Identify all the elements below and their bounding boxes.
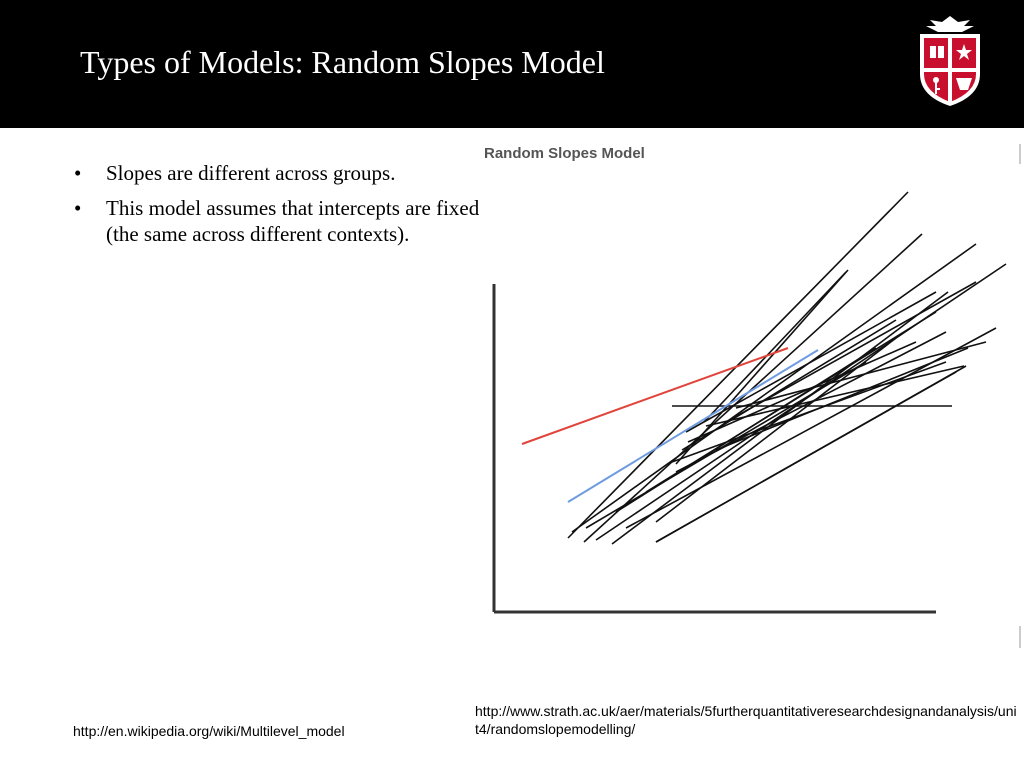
bullet-text: Slopes are different across groups. xyxy=(106,161,396,185)
highlight-line-blue xyxy=(567,349,819,503)
bullet-item: • Slopes are different across groups. xyxy=(72,160,482,186)
bullet-text: This model assumes that intercepts are f… xyxy=(106,196,480,246)
source-link-strath[interactable]: http://www.strath.ac.uk/aer/materials/5f… xyxy=(475,703,1017,737)
figure-title: Random Slopes Model xyxy=(484,145,645,162)
group-lines xyxy=(567,191,1007,545)
bullet-list: • Slopes are different across groups. • … xyxy=(72,160,482,256)
slide-title: Types of Models: Random Slopes Model xyxy=(80,44,605,80)
source-link-wikipedia[interactable]: http://en.wikipedia.org/wiki/Multilevel_… xyxy=(73,723,345,739)
university-shield-logo xyxy=(920,16,980,106)
slide-header: Types of Models: Random Slopes Model xyxy=(0,0,1024,128)
bullet-marker: • xyxy=(74,196,82,220)
bullet-item: • This model assumes that intercepts are… xyxy=(72,195,482,247)
bullet-marker: • xyxy=(74,161,82,185)
highlight-line-red xyxy=(521,347,789,445)
random-slopes-figure: Random Slopes Model xyxy=(484,144,1021,648)
